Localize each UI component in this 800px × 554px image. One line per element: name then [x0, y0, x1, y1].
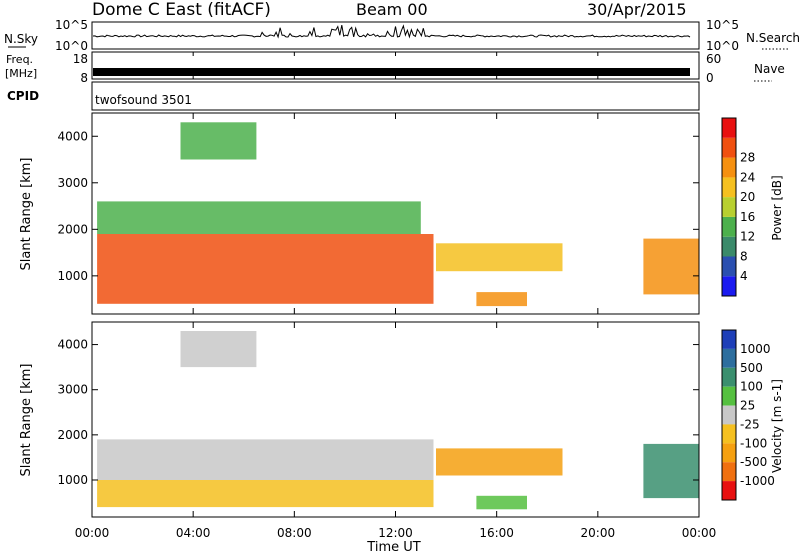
noise-series-line — [92, 24, 691, 39]
freq-right-tick-bot: 0 — [706, 71, 714, 85]
freq-label-line1: Freq. — [6, 53, 33, 66]
power-blob-0 — [97, 234, 434, 304]
velocity-cbar-seg-4 — [722, 405, 736, 425]
noise-right-label: N.Search — [746, 31, 800, 45]
velocity-cbar-seg-6 — [722, 443, 736, 463]
power-cbar-label-5: 24 — [740, 170, 755, 184]
power-cbar-label-0: 4 — [740, 269, 748, 283]
velocity-cbar-seg-3 — [722, 386, 736, 406]
power-cbar-seg-5 — [722, 177, 736, 198]
velocity-cbar-seg-1 — [722, 348, 736, 368]
velocity-cbar-label-0: 1000 — [740, 342, 771, 356]
power-ytick-label-3: 4000 — [57, 129, 88, 143]
velocity-cbar-frame — [721, 329, 737, 501]
xtick-label-2: 08:00 — [277, 526, 312, 540]
velocity-blob-2 — [436, 448, 563, 476]
velocity-cbar-label-6: -500 — [740, 455, 767, 469]
power-cbar-seg-3 — [722, 216, 736, 237]
date-title: 30/Apr/2015 — [587, 0, 687, 19]
power-blob-2 — [476, 292, 527, 307]
xtick-label-5: 20:00 — [581, 526, 616, 540]
power-heatmap-cells — [97, 122, 699, 307]
nave-label: Nave — [754, 62, 785, 76]
power-cbar-seg-7 — [722, 137, 736, 158]
beam-title: Beam 00 — [356, 0, 428, 19]
power-cbar-seg-6 — [722, 157, 736, 178]
xtick-label-4: 16:00 — [479, 526, 514, 540]
noise-right-tick-top: 10^5 — [706, 18, 739, 32]
velocity-cbar-label-7: -1000 — [740, 474, 775, 488]
velocity-blob-0 — [97, 480, 434, 508]
velocity-heatmap-cells — [97, 331, 699, 510]
velocity-cbar-seg-5 — [722, 424, 736, 444]
velocity-cbar-seg-0 — [722, 330, 736, 349]
power-cbar-seg-0 — [722, 276, 736, 296]
velocity-cbar-seg-8 — [722, 481, 736, 500]
xtick-label-0: 00:00 — [75, 526, 110, 540]
power-cbar-label-2: 12 — [740, 230, 755, 244]
xtick-label-1: 04:00 — [176, 526, 211, 540]
power-ytick-label-0: 1000 — [57, 269, 88, 283]
power-cbar-label-6: 28 — [740, 151, 755, 165]
xtick-label-6: 00:00 — [682, 526, 717, 540]
velocity-cbar-label: Velocity [m s-1] — [770, 379, 784, 473]
power-cbar-seg-2 — [722, 236, 736, 257]
velocity-blob-3 — [476, 495, 527, 510]
power-ytick-label-1: 2000 — [57, 222, 88, 236]
freq-right-tick-top: 60 — [706, 52, 721, 66]
velocity-ytick-label-3: 4000 — [57, 338, 88, 352]
velocity-ytick-label-2: 3000 — [57, 383, 88, 397]
power-blob-3 — [643, 238, 699, 295]
freq-label-line2: [MHz] — [5, 67, 37, 80]
xaxis-label: Time UT — [366, 540, 420, 554]
noise-left-tick-bot: 10^0 — [55, 39, 88, 53]
power-cbar-seg-1 — [722, 256, 736, 277]
noise-left-tick-top: 10^5 — [55, 18, 88, 32]
power-ytick-label-2: 3000 — [57, 176, 88, 190]
cpid-label: CPID — [7, 89, 39, 103]
velocity-cbar-label-1: 500 — [740, 361, 763, 375]
velocity-ytick-label-1: 2000 — [57, 428, 88, 442]
cpid-value: twofsound 3501 — [95, 93, 192, 107]
freq-left-tick-bot: 8 — [80, 71, 88, 85]
freq-series-band — [93, 68, 690, 76]
power-cbar-label-3: 16 — [740, 210, 755, 224]
velocity-colorbar: 1000 500 100 25 -25 -100 -500 -1000 — [721, 329, 775, 501]
noise-right-tick-bot: 10^0 — [706, 39, 739, 53]
velocity-blob-5 — [180, 331, 257, 368]
noise-panel-frame — [91, 21, 700, 50]
velocity-ylabel: Slant Range [km] — [19, 364, 34, 477]
velocity-ytick-label-0: 1000 — [57, 473, 88, 487]
cpid-panel-frame — [91, 81, 700, 111]
power-blob-4 — [97, 201, 421, 234]
power-cbar-seg-8 — [722, 118, 736, 138]
velocity-cbar-seg-2 — [722, 367, 736, 387]
velocity-cbar-seg-7 — [722, 462, 736, 482]
velocity-cbar-label-3: 25 — [740, 399, 755, 413]
power-cbar-label: Power [dB] — [770, 175, 784, 240]
velocity-cbar-label-2: 100 — [740, 380, 763, 394]
power-colorbar: 4 8 12 16 20 24 28 — [721, 117, 755, 297]
freq-left-tick-top: 18 — [73, 52, 88, 66]
xtick-label-3: 12:00 — [378, 526, 413, 540]
power-cbar-label-1: 8 — [740, 249, 748, 263]
power-blob-1 — [436, 243, 563, 272]
station-title: Dome C East (fitACF) — [92, 0, 271, 20]
power-ylabel: Slant Range [km] — [19, 158, 34, 271]
velocity-blob-1 — [97, 439, 434, 480]
power-blob-5 — [180, 122, 257, 160]
power-cbar-frame — [721, 117, 737, 297]
power-cbar-seg-4 — [722, 197, 736, 217]
noise-left-label: N.Sky — [4, 32, 38, 46]
velocity-cbar-label-5: -100 — [740, 436, 767, 450]
velocity-blob-4 — [643, 443, 699, 499]
power-cbar-label-4: 20 — [740, 190, 755, 204]
velocity-cbar-label-4: -25 — [740, 417, 760, 431]
